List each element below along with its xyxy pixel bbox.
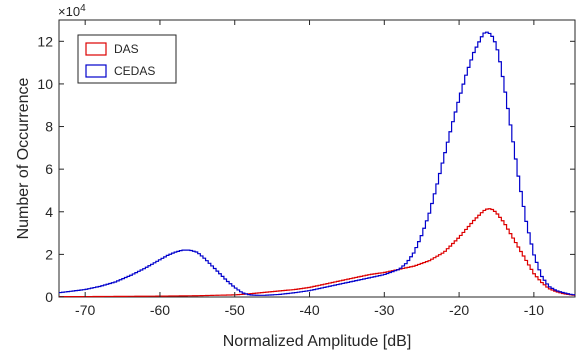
y-tick-label: 6 [45, 161, 53, 177]
x-tick-label: -50 [225, 302, 245, 318]
legend-items: DAS CEDAS [85, 42, 155, 78]
x-tick-label: -40 [299, 302, 319, 318]
y-tick-label: 8 [45, 119, 53, 135]
legend: DAS CEDAS [77, 34, 177, 84]
plot-frame [58, 19, 576, 298]
x-tick-label: -60 [150, 302, 170, 318]
series-layer [59, 31, 576, 298]
y-tick-label: 4 [45, 204, 53, 220]
x-axis-ticks: -70 -60 -50 -40 -30 -20 -10 [75, 20, 544, 318]
series-cedas-line [59, 31, 576, 296]
legend-label-das: DAS [114, 42, 139, 56]
series-das-line [59, 208, 576, 298]
legend-swatch-cedas [85, 64, 107, 78]
x-tick-label: -20 [449, 302, 469, 318]
y-exponent-label: ×104 [58, 3, 86, 19]
legend-swatch-das [85, 42, 107, 56]
legend-label-cedas: CEDAS [114, 64, 155, 78]
y-tick-label: 10 [37, 76, 53, 92]
y-axis-label: Number of Occurrence [15, 77, 32, 239]
y-tick-label: 0 [45, 289, 53, 305]
y-tick-label: 2 [45, 246, 53, 262]
x-tick-label: -30 [374, 302, 394, 318]
plot-area: -70 -60 -50 -40 -30 -20 -10 0 2 4 6 8 10 12 [37, 19, 576, 318]
y-axis-ticks: 0 2 4 6 8 10 12 [37, 33, 575, 305]
x-tick-label: -70 [75, 302, 95, 318]
y-exponent-power: 4 [80, 3, 86, 14]
y-tick-label: 12 [37, 33, 53, 49]
x-axis-label: Normalized Amplitude [dB] [223, 333, 412, 350]
y-exponent-base: ×10 [58, 4, 80, 19]
x-tick-label: -10 [524, 302, 544, 318]
